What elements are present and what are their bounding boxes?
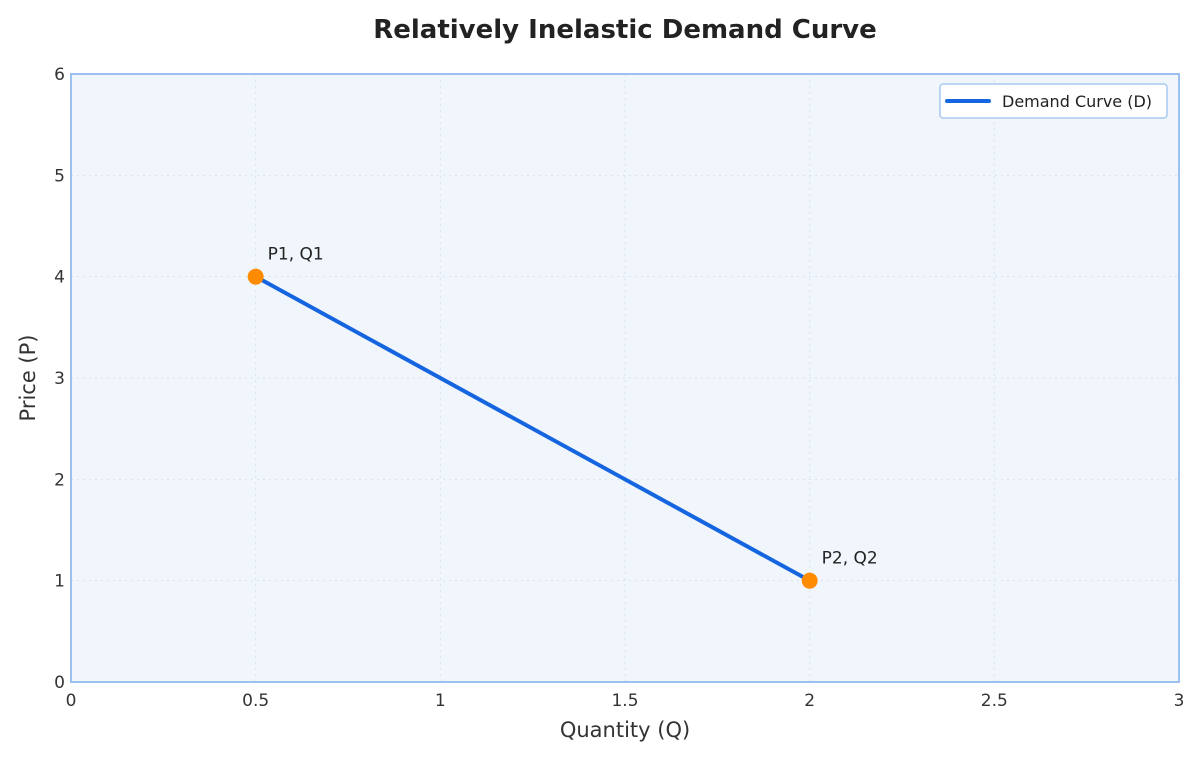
point-marker-2 (801, 572, 818, 589)
y-tick-label: 2 (54, 470, 65, 490)
x-tick-label: 2 (804, 691, 815, 711)
point-label-2: P2, Q2 (822, 549, 878, 569)
x-tick-label: 0 (66, 691, 77, 711)
y-tick-label: 1 (54, 572, 65, 592)
demand-curve-line (253, 274, 812, 583)
y-axis-ticks: 0 1 2 3 4 5 6 (54, 65, 65, 693)
plot-border (70, 73, 1180, 683)
chart-title: Relatively Inelastic Demand Curve (373, 15, 877, 45)
points-layer: P1, Q1 P2, Q2 (247, 245, 878, 589)
x-tick-label: 0.5 (242, 691, 269, 711)
y-axis-label: Price (P) (16, 335, 40, 422)
x-tick-label: 1.5 (611, 691, 638, 711)
y-tick-label: 3 (54, 369, 65, 389)
x-tick-label: 2.5 (981, 691, 1008, 711)
x-axis-ticks: 0 0.5 1 1.5 2 2.5 3 (66, 691, 1185, 711)
y-tick-label: 6 (54, 65, 65, 85)
legend-box (939, 83, 1168, 119)
legend-label-demand: Demand Curve (D) (1002, 92, 1152, 111)
y-tick-label: 5 (54, 166, 65, 186)
y-tick-label: 0 (54, 673, 65, 693)
x-tick-label: 3 (1174, 691, 1185, 711)
x-axis-label: Quantity (Q) (560, 718, 690, 742)
legend: Demand Curve (D) (939, 83, 1168, 119)
x-tick-label: 1 (435, 691, 446, 711)
point-label-1: P1, Q1 (268, 245, 324, 265)
y-tick-label: 4 (54, 268, 65, 288)
series-layer (253, 274, 812, 583)
point-marker-1 (247, 268, 264, 285)
